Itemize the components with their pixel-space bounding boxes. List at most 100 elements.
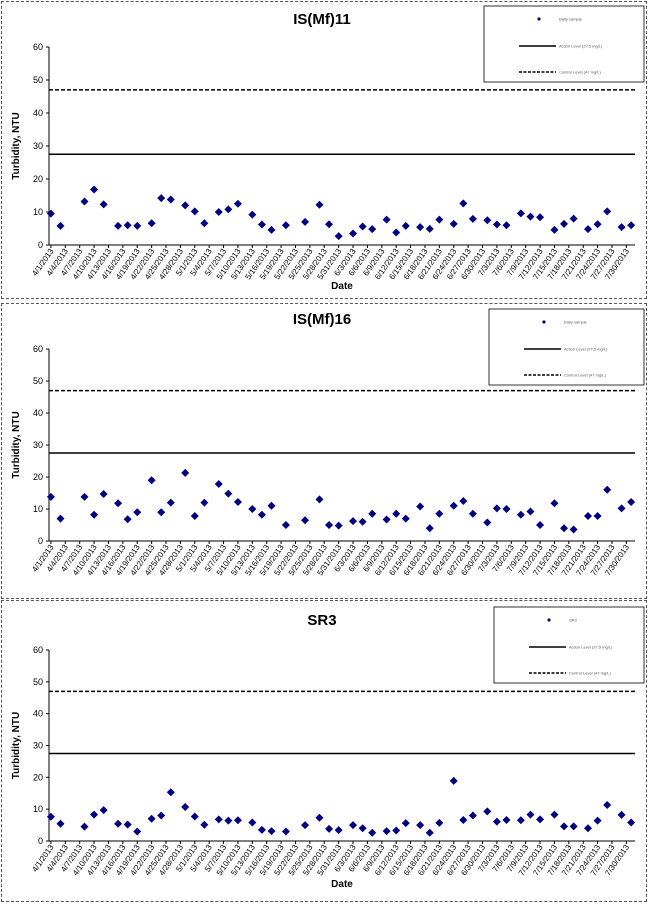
data-point xyxy=(46,492,55,501)
data-point xyxy=(416,502,425,511)
data-point xyxy=(233,199,242,208)
data-point xyxy=(560,822,569,831)
data-point xyxy=(502,815,511,824)
data-point xyxy=(334,826,343,835)
data-point xyxy=(123,820,132,829)
legend-label-series: SR3 xyxy=(569,618,578,623)
data-point xyxy=(459,815,468,824)
y-tick-label: 0 xyxy=(38,240,43,250)
data-point xyxy=(617,223,626,232)
y-axis-label: Turbidity, NTU xyxy=(11,112,22,179)
data-point xyxy=(584,512,593,521)
y-tick-label: 30 xyxy=(33,440,43,450)
data-point xyxy=(166,195,175,204)
data-point xyxy=(224,205,233,214)
data-point xyxy=(166,788,175,797)
data-point xyxy=(516,510,525,519)
data-point xyxy=(157,508,166,517)
data-point xyxy=(392,509,401,518)
y-tick-label: 10 xyxy=(33,804,43,814)
data-point xyxy=(157,811,166,820)
data-point xyxy=(526,810,535,819)
data-point xyxy=(90,510,99,519)
data-point xyxy=(123,221,132,230)
data-point xyxy=(233,497,242,506)
data-point xyxy=(368,225,377,234)
data-point xyxy=(593,816,602,825)
data-point xyxy=(315,813,324,822)
data-point xyxy=(214,208,223,216)
data-point xyxy=(214,480,223,489)
y-tick-label: 50 xyxy=(33,75,43,85)
y-tick-label: 20 xyxy=(33,772,43,782)
data-point xyxy=(516,816,525,825)
data-point xyxy=(301,217,310,226)
data-point xyxy=(80,822,89,831)
data-point xyxy=(248,210,257,219)
data-point xyxy=(483,518,492,527)
data-point xyxy=(301,516,310,525)
data-point xyxy=(627,221,636,230)
data-point xyxy=(248,505,257,513)
data-point xyxy=(492,220,501,229)
data-point xyxy=(99,806,108,815)
data-point xyxy=(459,199,468,208)
legend-label-action: Action Level (27.5 mg/L) xyxy=(564,347,608,352)
data-point xyxy=(157,194,166,203)
data-point xyxy=(492,504,501,513)
chart-panel-sr3: SR3 0 10 20 30 40 50 60 Turbidity, NTU 4/1/2013 4/… xyxy=(1,600,647,902)
legend-label-series: Daily sample xyxy=(564,320,588,325)
legend-box xyxy=(488,308,645,386)
chart-title: IS(Mf)11 xyxy=(293,11,351,28)
data-point xyxy=(325,824,334,833)
data-point xyxy=(233,816,242,825)
y-axis-label: Turbidity, NTU xyxy=(11,411,22,478)
y-tick-label: 50 xyxy=(33,376,43,386)
data-point xyxy=(325,521,334,529)
chart-title: IS(Mf)16 xyxy=(293,311,351,328)
y-tick-label: 0 xyxy=(38,536,43,546)
data-point xyxy=(617,810,626,819)
data-point xyxy=(435,818,444,827)
y-tick-label: 0 xyxy=(38,836,43,846)
data-point xyxy=(603,207,612,216)
y-tick-label: 40 xyxy=(33,709,43,719)
legend-label-series: Daily sample xyxy=(559,17,583,22)
data-point xyxy=(315,495,324,504)
data-point xyxy=(401,221,410,230)
data-point xyxy=(80,197,89,206)
data-point xyxy=(536,815,545,824)
data-point xyxy=(334,232,343,241)
y-tick-label: 40 xyxy=(33,108,43,118)
legend-label-control: Control Level (47 mg/L) xyxy=(569,671,611,676)
legend-marker-series xyxy=(547,618,551,622)
y-tick-label: 30 xyxy=(33,141,43,151)
y-tick-label: 10 xyxy=(33,207,43,217)
data-point xyxy=(617,504,626,513)
data-point xyxy=(334,521,343,530)
data-point xyxy=(248,818,257,827)
data-point xyxy=(56,514,65,523)
data-point xyxy=(468,214,477,223)
y-tick-label: 20 xyxy=(33,472,43,482)
legend-label-action: Action Level (27.5 mg/L) xyxy=(569,645,613,650)
x-axis-label: Date xyxy=(331,281,353,292)
data-point xyxy=(526,212,535,221)
data-point xyxy=(80,492,89,501)
data-point xyxy=(468,509,477,518)
data-point xyxy=(382,827,391,836)
data-point xyxy=(200,820,209,829)
data-point xyxy=(358,824,367,833)
data-point xyxy=(502,221,511,230)
data-point xyxy=(569,525,578,534)
data-point xyxy=(281,827,290,836)
data-point xyxy=(526,507,535,516)
data-point xyxy=(593,220,602,229)
data-point xyxy=(56,819,65,828)
data-point xyxy=(133,827,142,836)
data-point xyxy=(190,207,199,216)
legend-label-control: Control Level (47 mg/L) xyxy=(564,373,606,378)
data-point xyxy=(401,514,410,523)
data-point xyxy=(349,229,358,238)
y-tick-label: 10 xyxy=(33,504,43,514)
